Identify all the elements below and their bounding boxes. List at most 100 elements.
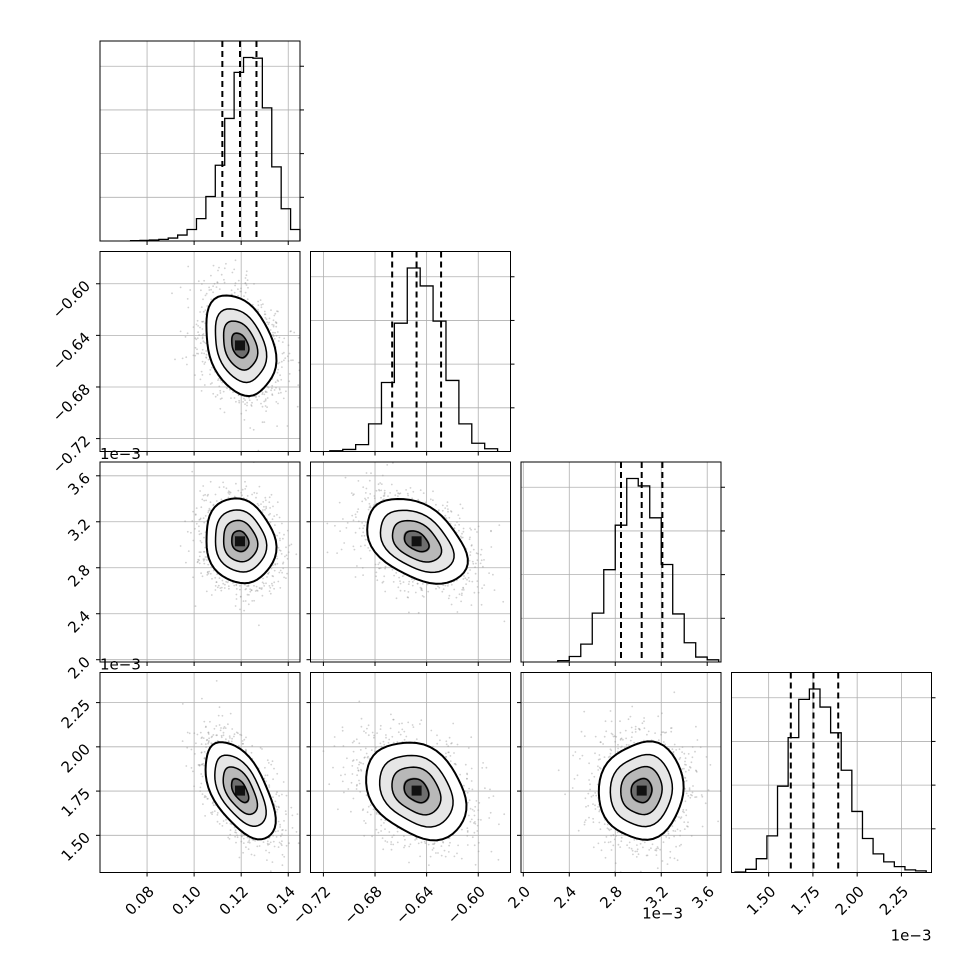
scatter-point	[216, 820, 219, 823]
scatter-point	[223, 281, 226, 284]
scatter-point	[171, 292, 173, 295]
scatter-point	[272, 778, 274, 781]
scatter-point	[226, 581, 229, 584]
scatter-point	[229, 822, 232, 825]
scatter-point	[218, 266, 220, 269]
scatter-point	[245, 274, 248, 277]
scatter-point	[346, 522, 349, 524]
scatter-point	[222, 481, 225, 484]
scatter-point	[239, 290, 242, 293]
scatter-point	[203, 562, 206, 565]
scatter-point	[397, 586, 400, 589]
scatter-point	[269, 870, 272, 873]
scatter-point	[199, 490, 202, 492]
scatter-point	[274, 331, 276, 334]
scatter-point	[285, 577, 287, 579]
scatter-point	[195, 507, 198, 509]
scatter-point	[471, 560, 474, 563]
scatter-point	[442, 588, 445, 591]
scatter-point	[202, 551, 205, 553]
scatter-point	[369, 506, 372, 509]
scatter-point	[264, 399, 267, 402]
scatter-point	[462, 586, 464, 589]
density-contour	[222, 320, 259, 371]
scatter-point	[463, 575, 465, 577]
scatter-point	[354, 513, 357, 516]
scatter-point	[268, 321, 270, 324]
scatter-point	[339, 530, 341, 532]
axes-frame	[99, 251, 301, 452]
scatter-point	[277, 380, 280, 382]
scatter-point	[258, 624, 260, 627]
scatter-point	[283, 533, 285, 536]
scatter-point	[283, 576, 285, 579]
scatter-point	[201, 336, 204, 339]
scatter-point	[474, 572, 477, 575]
scatter-point	[246, 401, 249, 404]
scatter-point	[368, 502, 371, 505]
scatter-point	[244, 291, 247, 294]
scatter-point	[206, 571, 209, 574]
scatter-point	[277, 580, 280, 583]
scatter-point	[261, 393, 264, 395]
scatter-point	[202, 485, 205, 487]
scatter-point	[383, 489, 386, 492]
scatter-point	[270, 389, 272, 392]
scatter-point	[235, 593, 238, 596]
scatter-point	[395, 572, 398, 574]
scatter-point	[423, 596, 425, 598]
scatter-point	[204, 309, 207, 311]
scatter-point	[262, 577, 264, 580]
scatter-point	[212, 504, 215, 507]
scatter-point	[200, 370, 203, 373]
scatter-point	[296, 405, 299, 408]
scatter-point	[272, 505, 274, 508]
scatter-point	[274, 524, 276, 526]
scatter-point	[221, 381, 224, 384]
scatter-point	[467, 576, 470, 579]
scatter-point	[202, 298, 204, 301]
scatter-point	[399, 589, 402, 592]
scatter-point	[265, 318, 268, 321]
scatter-point	[276, 379, 279, 382]
scatter-point	[201, 575, 204, 578]
scatter-point	[179, 286, 182, 289]
scatter-point	[368, 549, 371, 552]
scatter-point	[275, 386, 277, 389]
scatter-point	[427, 590, 430, 593]
scatter-point	[392, 581, 395, 583]
scatter-point	[209, 383, 212, 385]
scatter-point	[350, 492, 353, 494]
scatter-point	[483, 559, 485, 561]
scatter-point	[233, 735, 235, 738]
scatter-point	[196, 337, 199, 340]
scatter-point	[380, 483, 383, 485]
scatter-point	[267, 386, 270, 389]
scatter-point	[270, 567, 273, 570]
scatter-point	[186, 332, 189, 335]
scatter-point	[230, 823, 233, 826]
scatter-point	[399, 492, 402, 495]
scatter-point	[213, 810, 216, 812]
scatter-point	[199, 311, 202, 313]
scatter-point	[420, 587, 423, 590]
density-peak	[411, 536, 422, 547]
histogram-step	[734, 688, 927, 873]
scatter-point	[225, 818, 227, 821]
scatter-point	[246, 585, 249, 587]
scatter-point	[201, 498, 204, 501]
scatter-point	[359, 545, 362, 548]
scatter-point	[245, 736, 247, 739]
scatter-point	[273, 587, 275, 590]
scatter-point	[214, 585, 217, 587]
scatter-point	[195, 338, 198, 341]
scatter-point	[188, 732, 191, 735]
histogram-step	[557, 477, 720, 662]
scatter-point	[458, 529, 460, 532]
scatter-point	[212, 503, 215, 506]
scatter-point	[215, 581, 218, 583]
scatter-point	[241, 835, 244, 838]
scatter-point	[476, 586, 479, 588]
scatter-point	[356, 511, 359, 513]
